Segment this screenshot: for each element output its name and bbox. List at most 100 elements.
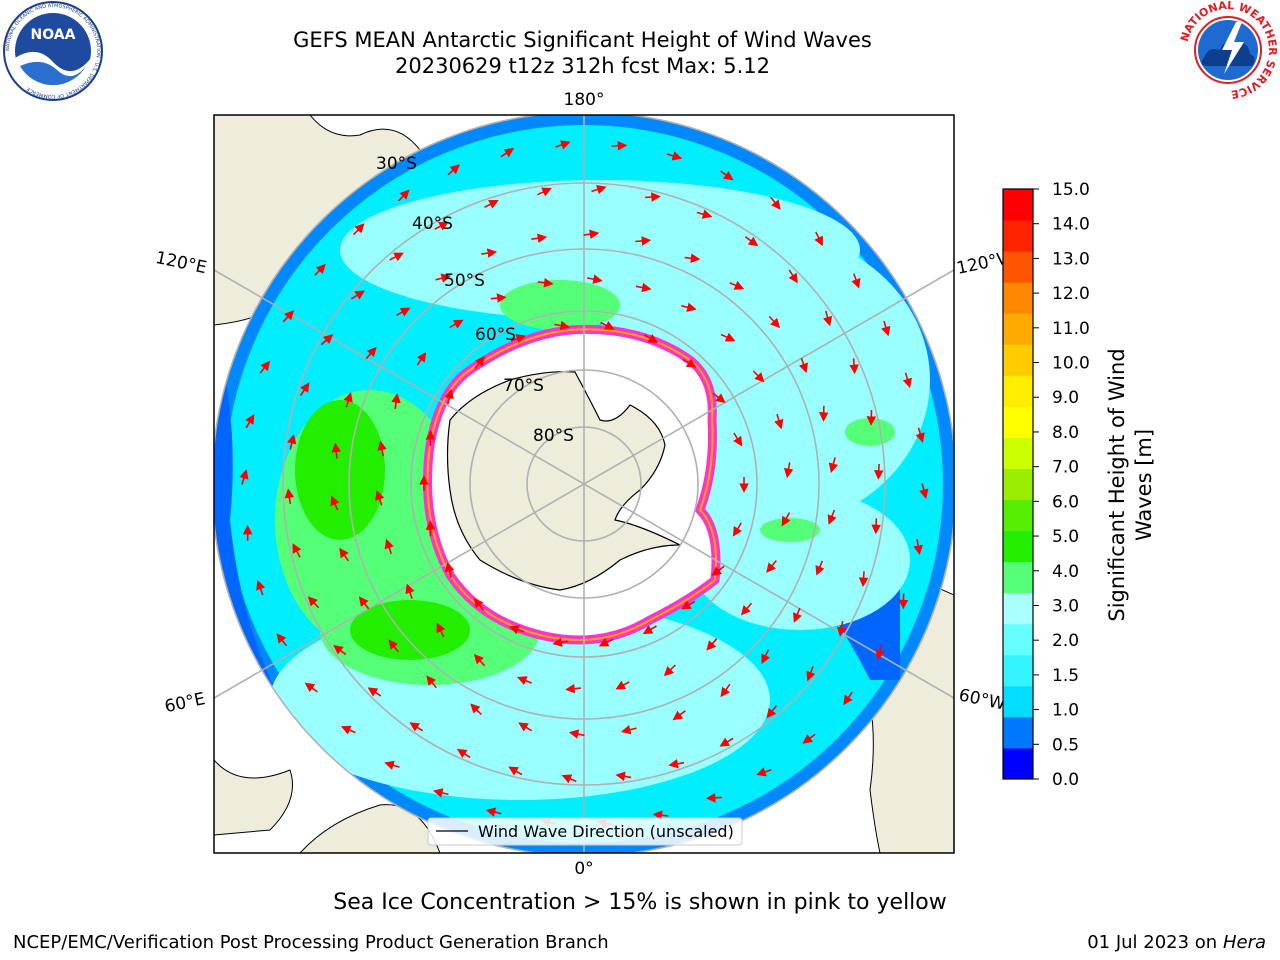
map-frame: [213, 114, 955, 854]
wave-direction-arrow: [712, 392, 726, 403]
wave-direction-arrow: [365, 346, 377, 360]
wave-direction-arrow: [851, 273, 861, 289]
colorbar-segment: [1003, 468, 1033, 501]
wave-direction-arrow: [615, 680, 630, 690]
wave-direction-arrow: [902, 372, 912, 389]
wave-direction-arrow: [409, 722, 424, 732]
lon-label-180: 180°: [564, 90, 605, 110]
wave-direction-arrow: [843, 691, 853, 706]
colorbar-tick-label: 2.0: [1052, 631, 1079, 651]
figure-title: GEFS MEAN Antarctic Significant Height o…: [293, 28, 872, 52]
wave-direction-arrow: [531, 233, 548, 244]
colorbar-segment: [1003, 499, 1033, 532]
wave-direction-arrow: [426, 675, 437, 689]
wave-direction-arrow: [509, 625, 525, 635]
colorbar-segment: [1003, 220, 1033, 252]
wave-direction-arrow: [554, 320, 570, 331]
wave-direction-arrow: [391, 393, 401, 410]
wave-direction-arrow: [583, 229, 600, 239]
wave-direction-arrow: [881, 320, 891, 337]
wave-direction-arrow: [827, 509, 837, 525]
lat-label-50s: 50°S: [444, 271, 485, 291]
wind-wave-direction-arrows: [239, 140, 929, 829]
lon-label-0: 0°: [574, 859, 593, 879]
colorbar-tick-label: 7.0: [1052, 458, 1079, 478]
wave-direction-arrow: [284, 488, 295, 505]
colorbar: 0.0 0.5 1.0 1.5 2.0 3.0 4.0 5.0 6.0 7.0 8.0 9.0 10.0…: [1002, 180, 1090, 790]
wave-direction-arrow: [314, 263, 326, 276]
wave-direction-arrow: [766, 705, 778, 719]
colorbar-tick-label: 1.5: [1052, 666, 1079, 686]
wave-direction-arrow: [770, 196, 781, 210]
wave-direction-arrow: [485, 807, 502, 817]
wave-direction-arrow: [508, 766, 523, 776]
noaa-logo: NOAA NATIONAL OCEANIC AND ATMOSPHERIC AD…: [3, 1, 103, 101]
wave-direction-arrow: [320, 334, 334, 346]
wave-direction-arrow: [447, 164, 460, 176]
wave-direction-arrow: [652, 810, 669, 820]
lat-label-80s: 80°S: [533, 426, 574, 446]
wave-direction-arrow: [490, 293, 507, 303]
wave-direction-arrow: [282, 310, 295, 323]
wave-direction-arrow: [330, 495, 340, 511]
lon-label-120e: 120°E: [154, 248, 209, 278]
wave-direction-arrow: [433, 788, 449, 798]
wave-direction-arrow: [470, 703, 482, 716]
sea-ice-caption: Sea Ice Concentration > 15% is shown in …: [333, 890, 947, 915]
wave-direction-arrow: [635, 282, 652, 293]
wave-direction-arrow: [561, 774, 577, 784]
map-legend: Wind Wave Direction (unscaled): [427, 817, 743, 846]
wave-direction-arrow: [384, 760, 400, 770]
legend-label: Wind Wave Direction (unscaled): [478, 822, 734, 841]
colorbar-tick-label: 1.0: [1052, 701, 1079, 721]
wave-direction-arrow: [858, 571, 869, 588]
footer-date: 01 Jul 2023 on Hera: [1087, 932, 1266, 953]
colorbar-tick-label: 13.0: [1052, 249, 1090, 269]
wave-direction-arrow: [815, 560, 825, 576]
wave-direction-arrow: [720, 683, 731, 698]
colorbar-label-line1: Significant Height of Wind: [1105, 348, 1129, 621]
colorbar-segment: [1003, 530, 1033, 563]
wave-direction-arrow: [396, 307, 411, 317]
wave-direction-arrow: [733, 432, 743, 447]
wave-direction-arrow: [565, 683, 581, 694]
wave-direction-arrow: [719, 737, 734, 747]
wave-direction-arrow: [814, 231, 823, 247]
wave-direction-arrow: [774, 413, 784, 430]
wave-direction-arrow: [642, 625, 657, 635]
wave-direction-arrow: [720, 332, 736, 342]
figure-subtitle: 20230629 t12z 312h fcst Max: 5.12: [395, 54, 770, 78]
footer-machine: Hera: [1222, 932, 1266, 953]
colorbar-tick-label: 6.0: [1052, 492, 1079, 512]
wave-direction-arrow: [781, 512, 791, 527]
wave-direction-arrow: [828, 457, 839, 473]
colorbar-segment: [1003, 654, 1033, 687]
wave-direction-arrow: [276, 633, 288, 647]
wave-direction-arrow: [681, 302, 697, 312]
wave-direction-arrow: [871, 518, 881, 535]
lat-label-60s: 60°S: [475, 325, 516, 345]
colorbar-segment: [1003, 406, 1033, 438]
wave-direction-arrow: [729, 280, 745, 290]
wave-direction-arrow: [745, 236, 759, 247]
wave-direction-arrow: [339, 547, 349, 562]
wave-direction-arrow: [292, 543, 302, 558]
wave-direction-arrow: [299, 382, 310, 397]
wave-direction-arrow: [449, 319, 464, 329]
colorbar-tick-label: 3.0: [1052, 596, 1079, 616]
colorbar-segment: [1003, 375, 1033, 407]
colorbar-segment: [1003, 344, 1033, 376]
colorbar-segment: [1003, 189, 1033, 221]
wave-direction-arrow: [761, 649, 771, 665]
wave-direction-arrow: [740, 602, 753, 616]
wave-direction-arrow: [806, 666, 816, 682]
wave-direction-arrow: [500, 148, 515, 158]
colorbar-segment: [1003, 251, 1033, 283]
colorbar-segment: [1003, 685, 1033, 718]
wave-direction-arrow: [666, 151, 683, 161]
wave-direction-arrow: [681, 600, 696, 610]
colorbar-tick-label: 8.0: [1052, 423, 1079, 443]
colorbar-tick-label: 15.0: [1052, 180, 1090, 200]
colorbar-segment: [1003, 282, 1033, 314]
